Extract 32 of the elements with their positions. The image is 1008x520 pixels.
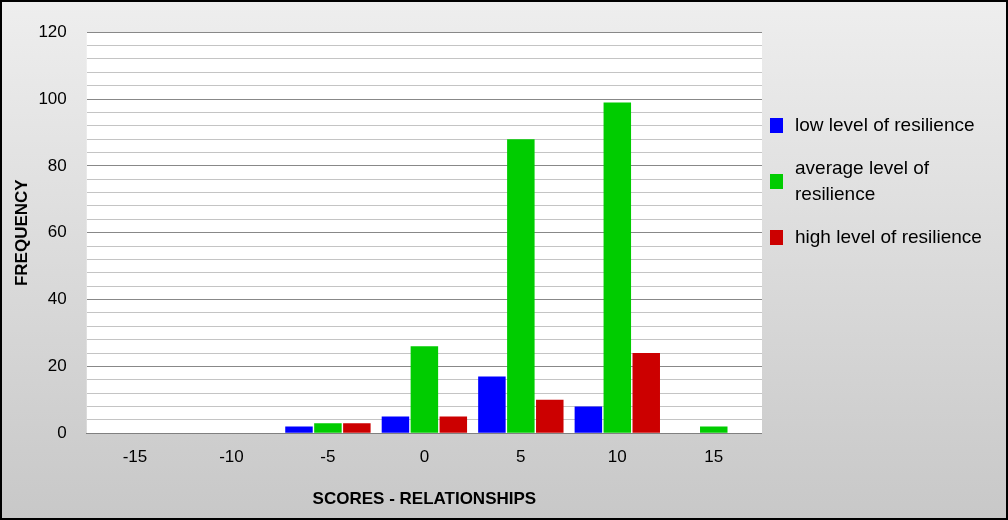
y-axis-title: FREQUENCY bbox=[11, 178, 31, 287]
bar bbox=[381, 416, 410, 433]
bar bbox=[343, 423, 371, 433]
x-tick-label: 5 bbox=[516, 447, 526, 467]
bar bbox=[603, 102, 632, 433]
bar bbox=[632, 353, 660, 433]
x-tick-label: 10 bbox=[607, 447, 627, 467]
bar bbox=[314, 423, 342, 433]
y-tick-label: 80 bbox=[47, 155, 67, 175]
x-tick-label: -5 bbox=[320, 447, 336, 467]
x-tick-label: -15 bbox=[122, 447, 148, 467]
bar bbox=[574, 406, 603, 433]
x-tick-label: 0 bbox=[419, 447, 430, 467]
bar bbox=[700, 426, 728, 433]
bar bbox=[410, 346, 439, 433]
y-tick-label: 60 bbox=[47, 222, 67, 242]
y-tick-label: 100 bbox=[38, 88, 67, 108]
legend-label: high level of resilience bbox=[795, 224, 982, 249]
legend-label: average level of resilience bbox=[795, 155, 931, 207]
x-tick-label: -10 bbox=[219, 447, 244, 467]
x-axis-title: SCORES - RELATIONSHIPS bbox=[312, 489, 537, 509]
y-tick-label: 20 bbox=[47, 356, 67, 376]
y-tick-label: 120 bbox=[38, 21, 67, 41]
y-tick-label: 40 bbox=[47, 289, 67, 309]
bar bbox=[507, 139, 535, 433]
bar bbox=[439, 416, 468, 433]
bar bbox=[478, 376, 506, 433]
legend-label: low level of resilience bbox=[795, 113, 975, 137]
x-tick-label: 15 bbox=[704, 447, 724, 467]
y-tick-label: 0 bbox=[57, 422, 67, 442]
bar bbox=[536, 399, 564, 433]
bar bbox=[285, 426, 313, 433]
